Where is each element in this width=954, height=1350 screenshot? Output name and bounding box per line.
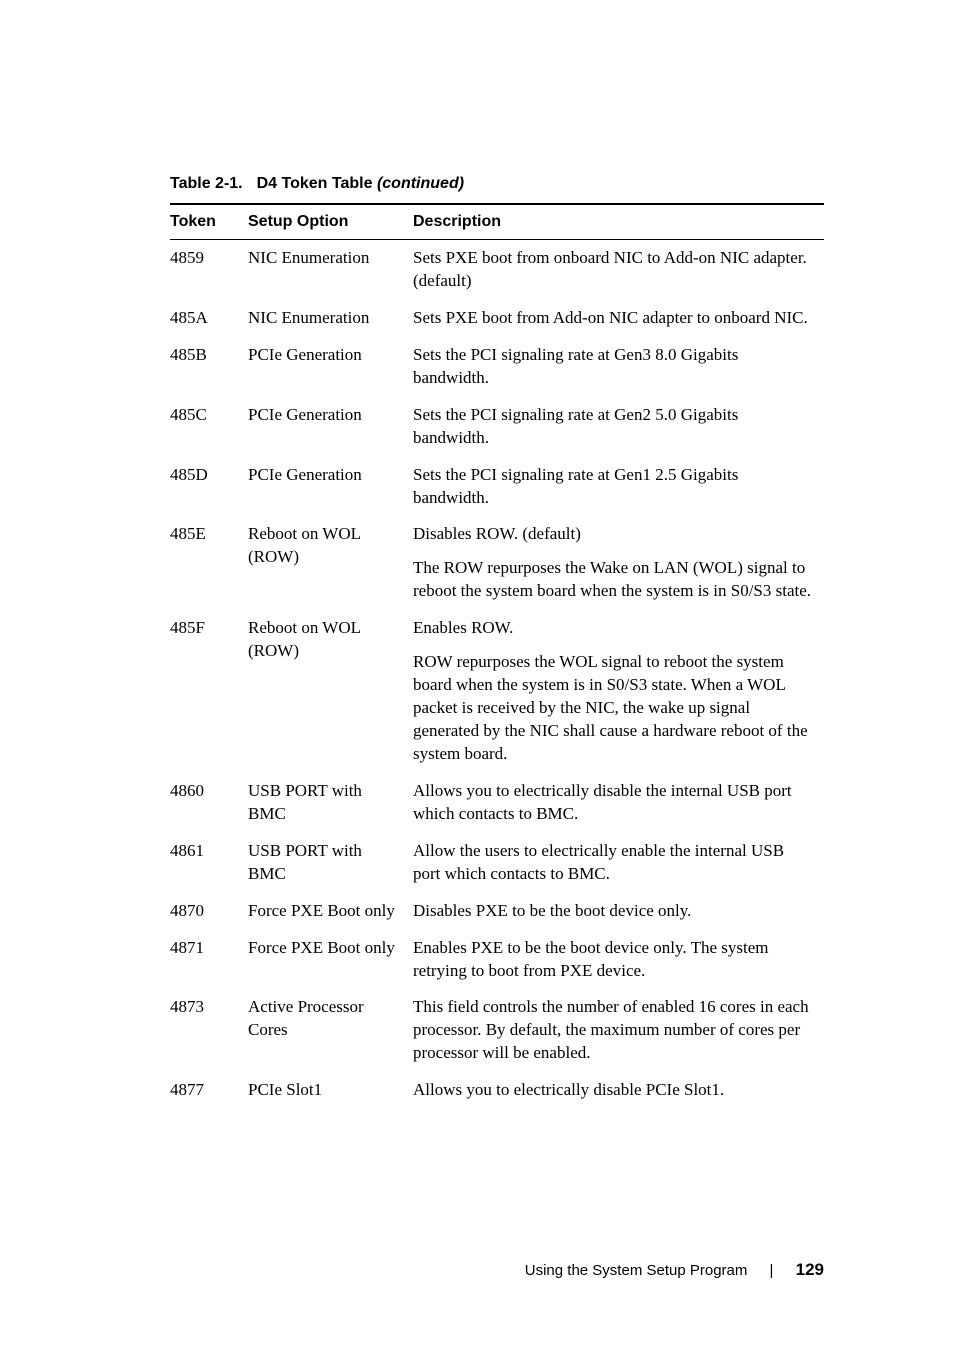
table-row: 4859 NIC Enumeration Sets PXE boot from … [170, 240, 824, 300]
page-footer: Using the System Setup Program | 129 [0, 1260, 954, 1280]
table-row: 485C PCIe Generation Sets the PCI signal… [170, 397, 824, 457]
table-row: 485E Reboot on WOL (ROW) Disables ROW. (… [170, 516, 824, 553]
cell-token: 485D [170, 457, 248, 517]
cell-option: NIC Enumeration [248, 300, 413, 337]
footer-text: Using the System Setup Program [525, 1262, 748, 1279]
header-description: Description [413, 204, 824, 240]
cell-token: 4873 [170, 989, 248, 1072]
cell-option: PCIe Generation [248, 337, 413, 397]
cell-desc: Allows you to electrically disable PCIe … [413, 1072, 824, 1109]
cell-option: USB PORT with BMC [248, 773, 413, 833]
cell-desc: Sets PXE boot from onboard NIC to Add-on… [413, 240, 824, 300]
cell-desc: Enables PXE to be the boot device only. … [413, 930, 824, 990]
cell-token: 4877 [170, 1072, 248, 1109]
cell-desc: Sets the PCI signaling rate at Gen3 8.0 … [413, 337, 824, 397]
cell-desc: This field controls the number of enable… [413, 989, 824, 1072]
cell-token: 485C [170, 397, 248, 457]
cell-desc: Disables ROW. (default) [413, 516, 824, 553]
cell-desc: Sets PXE boot from Add-on NIC adapter to… [413, 300, 824, 337]
cell-option: NIC Enumeration [248, 240, 413, 300]
cell-token: 4860 [170, 773, 248, 833]
cell-option: Reboot on WOL (ROW) [248, 610, 413, 773]
cell-token: 4859 [170, 240, 248, 300]
cell-option: Reboot on WOL (ROW) [248, 516, 413, 610]
table-row: 4877 PCIe Slot1 Allows you to electrical… [170, 1072, 824, 1109]
cell-token: 485E [170, 516, 248, 610]
table-row: 4870 Force PXE Boot only Disables PXE to… [170, 893, 824, 930]
table-row: 4860 USB PORT with BMC Allows you to ele… [170, 773, 824, 833]
table-row: 4873 Active Processor Cores This field c… [170, 989, 824, 1072]
cell-desc: Enables ROW. [413, 610, 824, 647]
table-row: 4871 Force PXE Boot only Enables PXE to … [170, 930, 824, 990]
cell-option: PCIe Slot1 [248, 1072, 413, 1109]
table-row: 4861 USB PORT with BMC Allow the users t… [170, 833, 824, 893]
cell-desc: Sets the PCI signaling rate at Gen1 2.5 … [413, 457, 824, 517]
table-caption: Table 2-1. D4 Token Table (continued) [170, 175, 824, 193]
cell-desc: Allows you to electrically disable the i… [413, 773, 824, 833]
cell-option: Active Processor Cores [248, 989, 413, 1072]
cell-desc: Sets the PCI signaling rate at Gen2 5.0 … [413, 397, 824, 457]
caption-continued: (continued) [377, 175, 464, 192]
table-row: 485F Reboot on WOL (ROW) Enables ROW. [170, 610, 824, 647]
cell-option: USB PORT with BMC [248, 833, 413, 893]
cell-option: Force PXE Boot only [248, 893, 413, 930]
cell-token: 4871 [170, 930, 248, 990]
cell-desc: Allow the users to electrically enable t… [413, 833, 824, 893]
cell-token: 4861 [170, 833, 248, 893]
cell-desc: Disables PXE to be the boot device only. [413, 893, 824, 930]
cell-token: 485A [170, 300, 248, 337]
table-row: 485A NIC Enumeration Sets PXE boot from … [170, 300, 824, 337]
caption-number: Table 2-1. [170, 175, 243, 192]
table-row: 485B PCIe Generation Sets the PCI signal… [170, 337, 824, 397]
table-row: 485D PCIe Generation Sets the PCI signal… [170, 457, 824, 517]
cell-option: Force PXE Boot only [248, 930, 413, 990]
caption-title: D4 Token Table [257, 175, 373, 192]
cell-option: PCIe Generation [248, 397, 413, 457]
cell-option: PCIe Generation [248, 457, 413, 517]
cell-token: 485F [170, 610, 248, 773]
header-token: Token [170, 204, 248, 240]
footer-page-number: 129 [796, 1260, 824, 1279]
token-table: Token Setup Option Description 4859 NIC … [170, 203, 824, 1109]
table-header-row: Token Setup Option Description [170, 204, 824, 240]
cell-token: 485B [170, 337, 248, 397]
footer-divider: | [770, 1262, 774, 1279]
cell-desc-extra: ROW repurposes the WOL signal to reboot … [413, 647, 824, 773]
header-option: Setup Option [248, 204, 413, 240]
cell-desc-extra: The ROW repurposes the Wake on LAN (WOL)… [413, 553, 824, 610]
cell-token: 4870 [170, 893, 248, 930]
